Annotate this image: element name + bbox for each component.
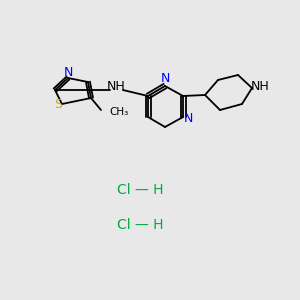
Text: NH: NH [106, 80, 125, 92]
Text: NH: NH [250, 80, 269, 92]
Text: CH₃: CH₃ [109, 107, 128, 117]
Text: N: N [63, 67, 73, 80]
Text: Cl — H: Cl — H [117, 218, 163, 232]
Text: N: N [160, 73, 170, 85]
Text: Cl — H: Cl — H [117, 183, 163, 197]
Text: N: N [183, 112, 193, 125]
Text: S: S [54, 98, 62, 110]
